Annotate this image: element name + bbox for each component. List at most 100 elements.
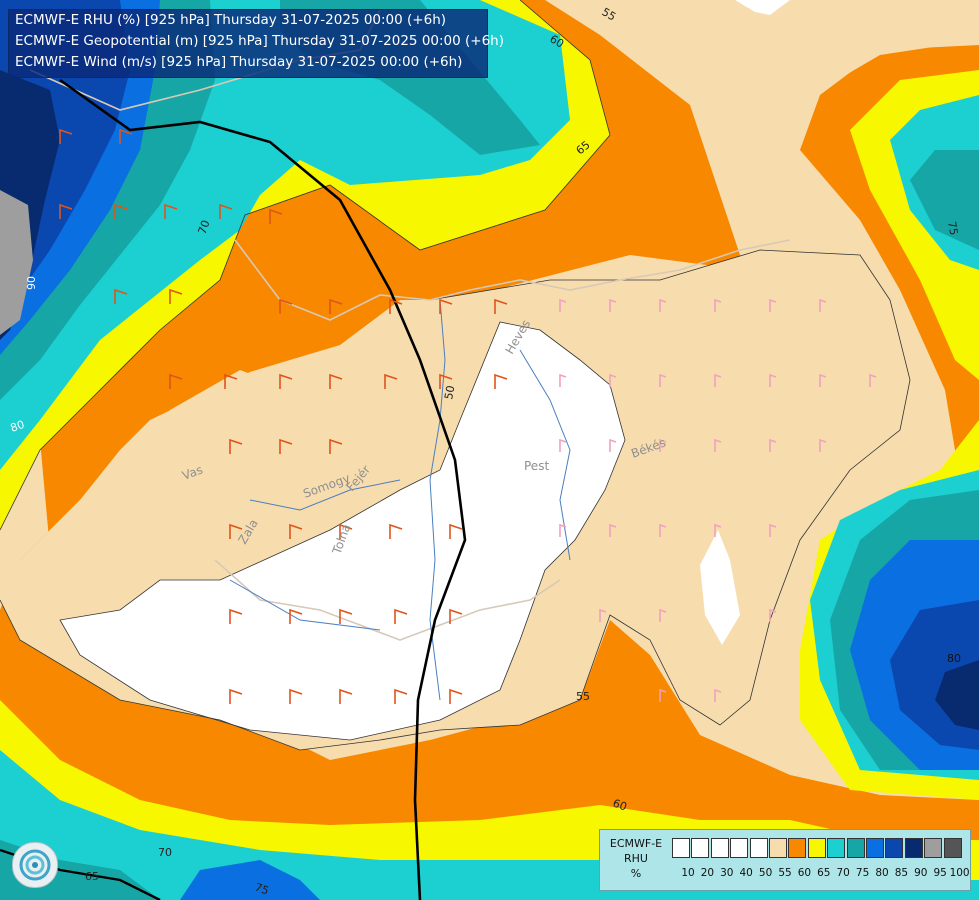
wind-barb xyxy=(659,298,667,312)
wind-barb xyxy=(819,438,827,452)
wind-barb xyxy=(339,688,353,704)
wind-barb xyxy=(339,608,353,624)
legend-swatch xyxy=(924,838,943,858)
wind-barb xyxy=(329,298,343,314)
wind-barb xyxy=(329,373,343,389)
wind-barb xyxy=(659,688,667,702)
region-label: Pest xyxy=(524,459,549,473)
wind-barb xyxy=(229,523,243,539)
wind-barb xyxy=(119,128,133,144)
contour-label: 80 xyxy=(947,652,961,665)
wind-barb xyxy=(389,298,403,314)
legend-tick: 85 xyxy=(894,867,909,879)
wind-barb xyxy=(559,523,567,537)
legend-tick: 80 xyxy=(875,867,889,879)
contour-label: 70 xyxy=(196,218,213,236)
wind-barb xyxy=(384,373,398,389)
color-legend: ECMWF-E RHU % 10 20 30 40 50 55 60 65 70 75 80 85 90… xyxy=(599,829,971,891)
wind-barb xyxy=(819,373,827,387)
legend-swatch xyxy=(749,838,768,858)
legend-tick: 30 xyxy=(720,867,734,879)
wind-barb xyxy=(659,438,667,452)
wind-barb xyxy=(714,523,722,537)
band-teal-east xyxy=(910,150,979,250)
wind-barb xyxy=(869,373,877,387)
wind-barb xyxy=(559,373,567,387)
header-line-geopotential: ECMWF-E Geopotential (m) [925 hPa] Thurs… xyxy=(15,33,504,49)
legend-swatch xyxy=(904,838,923,858)
wind-barb xyxy=(559,438,567,452)
legend-tick: 60 xyxy=(797,867,812,879)
wind-barb xyxy=(819,298,827,312)
legend-swatch xyxy=(710,838,729,858)
wind-barb xyxy=(769,608,777,622)
contour-label: 65 xyxy=(85,870,99,883)
wind-barb xyxy=(494,298,508,314)
contour-label: 50 xyxy=(442,384,457,400)
band-white xyxy=(60,322,625,740)
wind-barb xyxy=(169,373,183,389)
legend-swatch xyxy=(691,838,710,858)
wind-barb xyxy=(609,523,617,537)
wind-barb xyxy=(609,438,617,452)
wind-barb xyxy=(714,438,722,452)
wind-barb xyxy=(609,298,617,312)
wind-barb xyxy=(559,298,567,312)
wind-barb xyxy=(269,208,283,224)
wind-barb xyxy=(449,523,463,539)
legend-tick: 10 xyxy=(681,867,695,879)
contour-label: 75 xyxy=(253,881,271,898)
wind-barb xyxy=(659,373,667,387)
band-navy-se xyxy=(935,660,979,730)
legend-unit: % xyxy=(630,867,642,880)
contour-label: 55 xyxy=(576,690,590,703)
legend-swatch xyxy=(672,838,690,858)
wind-barb xyxy=(769,523,777,537)
header-line-rhu: ECMWF-E RHU (%) [925 hPa] Thursday 31-07… xyxy=(15,12,447,28)
contour-label: 60 xyxy=(611,797,629,814)
contour-label: 90 xyxy=(25,276,38,290)
legend-tick: 65 xyxy=(817,867,831,879)
wind-barb xyxy=(394,688,408,704)
legend-swatch xyxy=(866,838,884,858)
wind-barb xyxy=(714,688,722,702)
wind-barb xyxy=(714,298,722,312)
band-tan-ne xyxy=(680,0,979,120)
wind-barb xyxy=(279,298,293,314)
wind-barb xyxy=(659,523,667,537)
legend-tick: 100 xyxy=(949,867,970,879)
wind-barb xyxy=(769,373,777,387)
band-gray-west xyxy=(0,190,33,335)
legend-tick: 70 xyxy=(836,867,850,879)
wind-barb xyxy=(449,608,463,624)
legend-swatch xyxy=(885,838,904,858)
header-line-wind: ECMWF-E Wind (m/s) [925 hPa] Thursday 31… xyxy=(15,54,463,70)
legend-tick: 75 xyxy=(855,867,870,879)
legend-swatch xyxy=(807,838,826,858)
legend-swatch xyxy=(769,838,787,858)
wind-barb xyxy=(289,688,303,704)
wind-barb xyxy=(439,298,453,314)
wind-barb xyxy=(289,523,303,539)
wind-barb xyxy=(114,288,128,304)
band-blue-bottom xyxy=(180,860,320,900)
wind-barb xyxy=(229,688,243,704)
contour-label: 55 xyxy=(600,5,619,23)
legend-swatch xyxy=(827,838,846,858)
legend-swatch xyxy=(943,838,962,858)
wind-barb xyxy=(224,373,238,389)
wind-barb xyxy=(169,288,183,304)
wind-barb xyxy=(394,608,408,624)
wind-barb xyxy=(219,203,233,219)
wind-barb xyxy=(599,608,607,622)
wind-barb xyxy=(289,608,303,624)
legend-swatch xyxy=(730,838,749,858)
contour-label: 70 xyxy=(158,846,172,859)
legend-swatch xyxy=(846,838,865,858)
wind-barb xyxy=(769,298,777,312)
legend-tick: 40 xyxy=(739,867,753,879)
legend-variable: RHU xyxy=(624,852,648,865)
legend-tick: 50 xyxy=(758,867,773,879)
